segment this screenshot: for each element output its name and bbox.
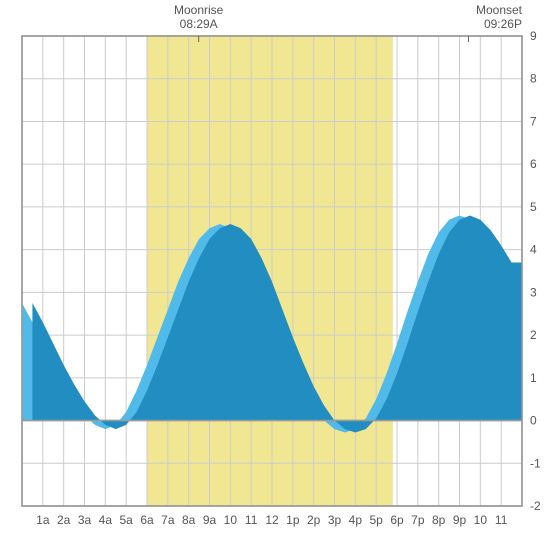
xtick-label: 9a [203, 513, 217, 527]
ytick-label: -2 [530, 499, 541, 513]
xtick-label: 1p [286, 513, 300, 527]
xtick-label: 11 [495, 513, 508, 527]
xtick-label: 6a [140, 513, 154, 527]
ytick-label: 7 [530, 114, 537, 128]
chart-svg: Moonrise08:29AMoonset09:26P-2-1012345678… [0, 0, 550, 550]
ytick-label: 9 [530, 29, 537, 43]
xtick-label: 10 [474, 513, 488, 527]
ytick-label: 5 [530, 200, 537, 214]
xtick-label: 2a [57, 513, 71, 527]
xtick-label: 4a [99, 513, 113, 527]
xtick-label: 7p [411, 513, 425, 527]
xtick-label: 9p [453, 513, 467, 527]
xtick-label: 8a [182, 513, 196, 527]
ytick-label: -1 [530, 456, 541, 470]
xtick-label: 7a [161, 513, 175, 527]
xtick-label: 12 [265, 513, 279, 527]
moonrise-time: 08:29A [180, 17, 218, 31]
ytick-label: 0 [530, 414, 537, 428]
xtick-label: 4p [349, 513, 363, 527]
ytick-label: 2 [530, 328, 537, 342]
ytick-label: 4 [530, 243, 537, 257]
ytick-label: 8 [530, 72, 537, 86]
xtick-label: 6p [390, 513, 404, 527]
xtick-label: 10 [224, 513, 238, 527]
xtick-label: 8p [432, 513, 446, 527]
xtick-label: 5a [119, 513, 133, 527]
ytick-label: 1 [530, 371, 537, 385]
xtick-label: 3p [328, 513, 342, 527]
xtick-label: 11 [245, 513, 258, 527]
xtick-label: 5p [369, 513, 383, 527]
xtick-label: 1a [36, 513, 50, 527]
moonset-label: Moonset [476, 3, 523, 17]
xtick-label: 3a [78, 513, 92, 527]
ytick-label: 6 [530, 157, 537, 171]
xtick-label: 2p [307, 513, 321, 527]
tide-chart: Moonrise08:29AMoonset09:26P-2-1012345678… [0, 0, 550, 550]
ytick-label: 3 [530, 285, 537, 299]
moonrise-label: Moonrise [174, 3, 224, 17]
moonset-time: 09:26P [484, 17, 522, 31]
